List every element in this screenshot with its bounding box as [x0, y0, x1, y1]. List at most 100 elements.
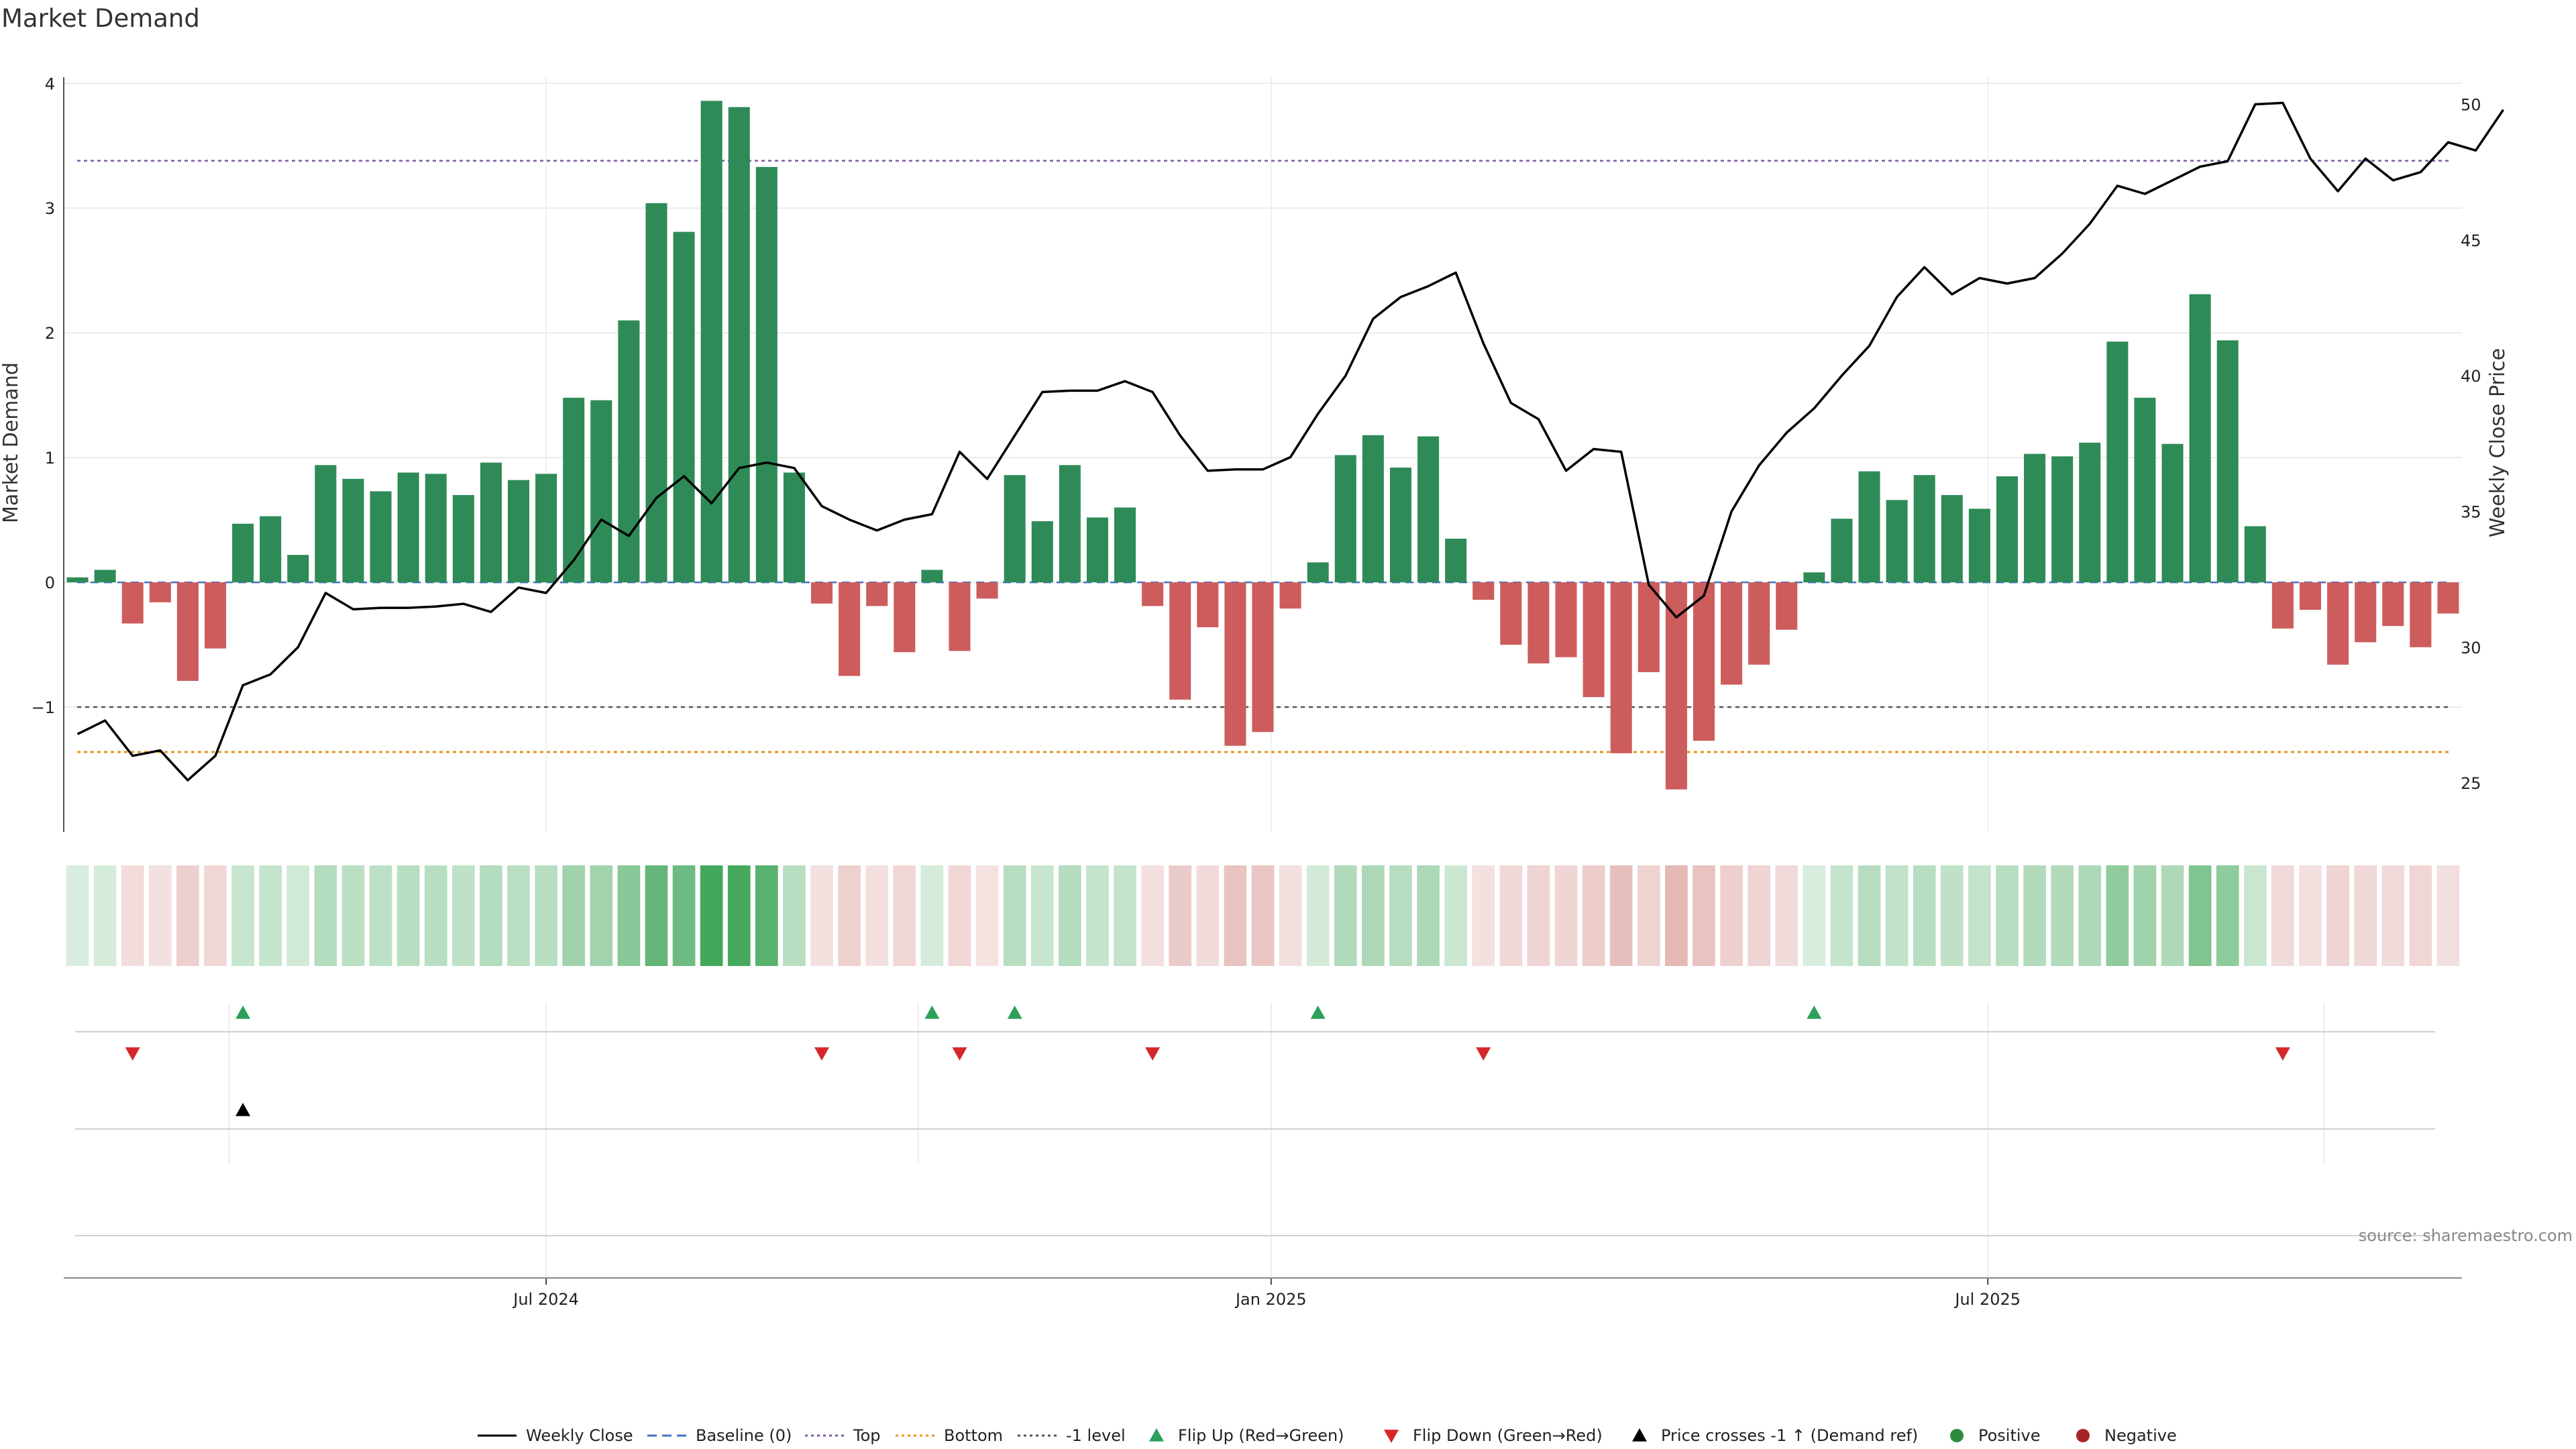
heat-cell [66, 865, 89, 966]
demand-bar [260, 516, 282, 583]
heat-cell [369, 865, 392, 966]
heat-cell [1554, 865, 1578, 966]
flip-down-marker [125, 1047, 140, 1061]
legend-label: Bottom [944, 1426, 1003, 1445]
heat-cell [1665, 865, 1688, 966]
demand-bar [1665, 582, 1687, 790]
heat-cell [1224, 865, 1247, 966]
demand-bar [2437, 582, 2459, 614]
demand-bar [755, 166, 777, 583]
heat-cell [562, 865, 586, 966]
heat-cell [755, 865, 778, 966]
demand-bar [2189, 294, 2211, 583]
heat-cell [2051, 865, 2074, 966]
legend-label: Positive [1978, 1426, 2041, 1445]
heat-cell [1913, 865, 1936, 966]
demand-bar [1197, 582, 1219, 628]
demand-bar [976, 582, 998, 599]
heat-cell [1527, 865, 1550, 966]
y2-tick-label: 25 [2461, 774, 2481, 793]
demand-bar [1169, 582, 1191, 700]
weekly-close-line [76, 101, 2505, 782]
legend-swatch [1950, 1429, 1964, 1442]
heat-cell [1885, 865, 1909, 966]
flip-down-marker [1476, 1047, 1491, 1061]
heat-cell [2216, 865, 2239, 966]
legend-label: Weekly Close [526, 1426, 633, 1445]
heat-cell [1196, 865, 1220, 966]
demand-bar [507, 480, 530, 583]
demand-bar [1968, 508, 1990, 583]
heat-cell [893, 865, 916, 966]
heat-cell [1334, 865, 1357, 966]
demand-bar [783, 472, 805, 583]
heat-cell [2133, 865, 2157, 966]
demand-bar [315, 465, 337, 583]
heat-cell [148, 865, 172, 966]
demand-bar [1582, 582, 1605, 698]
demand-bar [342, 478, 364, 583]
demand-bar [397, 472, 419, 583]
demand-bar [2410, 582, 2432, 647]
heat-cell [2326, 865, 2349, 966]
flip-up-marker [1007, 1006, 1022, 1019]
legend-label: Top [853, 1426, 881, 1445]
event-markers [75, 1006, 2435, 1236]
heat-cell [2271, 865, 2294, 966]
heat-cell [2436, 865, 2460, 966]
heat-cell [1748, 865, 1771, 966]
demand-bars [66, 101, 2459, 790]
demand-bar [1142, 582, 1164, 606]
legend-swatch [1149, 1428, 1164, 1442]
heat-cell [1389, 865, 1412, 966]
demand-bar [1886, 500, 1908, 583]
heat-cell [1582, 865, 1605, 966]
demand-bar [370, 491, 392, 583]
demand-bar [2327, 582, 2349, 665]
chart-title: Market Demand [1, 4, 200, 33]
y2-axis-label: Weekly Close Price [2486, 348, 2510, 537]
y-axis-label: Market Demand [0, 362, 23, 523]
heat-cell [480, 865, 502, 966]
demand-bar [1555, 582, 1577, 657]
demand-bar [232, 523, 254, 583]
heat-cell [1609, 865, 1633, 966]
heat-cell [1637, 865, 1660, 966]
heat-cell [2161, 865, 2184, 966]
demand-bar [287, 555, 309, 583]
legend: Weekly Close Baseline (0) Top Bottom -1 leve… [478, 1426, 2177, 1445]
demand-bar [894, 582, 916, 653]
heat-cell [259, 865, 282, 966]
demand-bar [452, 494, 474, 583]
heat-cell [590, 865, 613, 966]
heat-cell [451, 865, 475, 966]
flip-up-marker [235, 1006, 251, 1019]
demand-bar [2134, 397, 2156, 583]
demand-bar [2024, 453, 2046, 583]
demand-bar [94, 570, 116, 583]
heat-cell [2381, 865, 2405, 966]
heat-cell [1830, 865, 1854, 966]
demand-bar [1114, 507, 1136, 583]
heat-cell [2299, 865, 2322, 966]
heat-cell [2106, 865, 2129, 966]
heat-cell [920, 865, 944, 966]
demand-bar [1059, 465, 1081, 583]
heat-cell [1775, 865, 1799, 966]
heat-cell [727, 865, 751, 966]
y-tick-label: −1 [32, 698, 55, 717]
demand-bar [1362, 435, 1384, 583]
flip-up-marker [1807, 1006, 1822, 1019]
demand-bar [1279, 582, 1301, 609]
heat-cell [810, 865, 833, 966]
demand-bar [2271, 582, 2294, 629]
heat-cell [645, 865, 668, 966]
legend-label: Negative [2104, 1426, 2177, 1445]
heat-cell [1306, 865, 1330, 966]
heat-cell [1141, 865, 1164, 966]
price-cross-marker [235, 1103, 251, 1116]
heat-cell [341, 865, 365, 966]
demand-bar [1996, 476, 2019, 583]
demand-bar [811, 582, 833, 604]
